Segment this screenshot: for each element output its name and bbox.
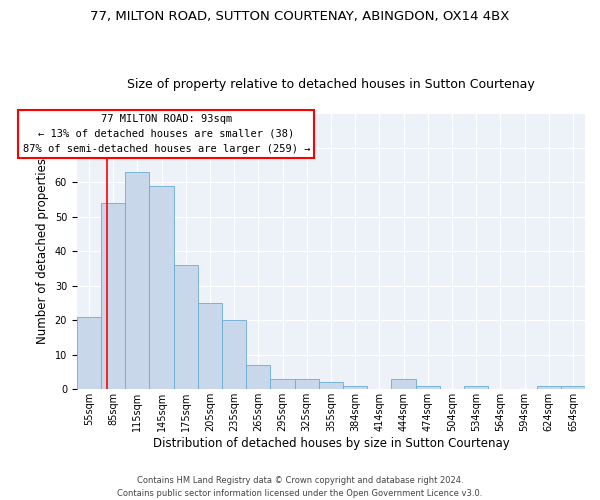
Bar xyxy=(464,386,488,390)
X-axis label: Distribution of detached houses by size in Sutton Courtenay: Distribution of detached houses by size … xyxy=(152,437,509,450)
Bar xyxy=(271,379,295,390)
Bar xyxy=(416,386,440,390)
Bar xyxy=(391,379,416,390)
Text: 77 MILTON ROAD: 93sqm
← 13% of detached houses are smaller (38)
87% of semi-deta: 77 MILTON ROAD: 93sqm ← 13% of detached … xyxy=(23,114,310,154)
Y-axis label: Number of detached properties: Number of detached properties xyxy=(36,158,49,344)
Bar xyxy=(536,386,561,390)
Bar xyxy=(77,317,101,390)
Bar xyxy=(125,172,149,390)
Bar xyxy=(343,386,367,390)
Bar xyxy=(198,303,222,390)
Bar xyxy=(173,265,198,390)
Bar xyxy=(295,379,319,390)
Text: Contains HM Land Registry data © Crown copyright and database right 2024.
Contai: Contains HM Land Registry data © Crown c… xyxy=(118,476,482,498)
Bar xyxy=(561,386,585,390)
Text: 77, MILTON ROAD, SUTTON COURTENAY, ABINGDON, OX14 4BX: 77, MILTON ROAD, SUTTON COURTENAY, ABING… xyxy=(91,10,509,23)
Bar xyxy=(246,365,271,390)
Bar xyxy=(319,382,343,390)
Bar xyxy=(222,320,246,390)
Bar xyxy=(101,203,125,390)
Title: Size of property relative to detached houses in Sutton Courtenay: Size of property relative to detached ho… xyxy=(127,78,535,91)
Bar xyxy=(149,186,173,390)
